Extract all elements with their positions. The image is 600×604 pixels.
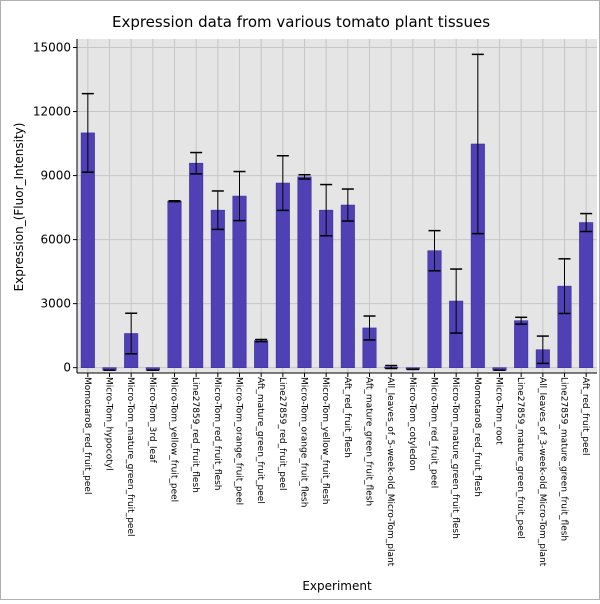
x-axis-label: Experiment <box>302 579 372 593</box>
x-tick-label: Micro-Tom_red_fruit_peel <box>429 377 439 488</box>
y-axis-ticks: 0 3000 6000 9000 12000 15000 <box>33 41 77 375</box>
x-tick-label: Micro-Tom_mature_green_fruit_flesh <box>450 377 460 539</box>
x-tick-label: Momotaro8_red_fruit_flesh <box>472 377 482 497</box>
x-tick-label: Line27859_mature_green_fruit_peel <box>515 377 525 539</box>
x-tick-label: Line27859_red_fruit_flesh <box>190 377 200 493</box>
bar <box>254 340 269 368</box>
chart-title: Expression data from various tomato plan… <box>112 13 490 31</box>
y-tick-label: 12000 <box>33 105 71 119</box>
bar <box>189 162 204 368</box>
error-bars <box>81 53 593 371</box>
y-tick-label: 6000 <box>40 233 71 247</box>
y-tick-label: 3000 <box>40 297 71 311</box>
x-tick-label: Aft_mature_green_fruit_flesh <box>364 377 374 506</box>
x-tick-label: Aft_mature_green_fruit_peel <box>255 377 265 504</box>
bar <box>340 204 355 368</box>
plot-area <box>77 39 597 373</box>
x-tick-label: Aft_red_fruit_flesh <box>342 377 352 458</box>
x-tick-label: Momotaro8_red_fruit_peel <box>82 377 92 494</box>
x-tick-label: Line27859_red_fruit_peel <box>277 377 287 491</box>
x-tick-label: Micro-Tom_root <box>494 377 504 445</box>
x-tick-label: Line27859_mature_green_fruit_flesh <box>559 377 569 541</box>
y-tick-label: 15000 <box>33 41 71 55</box>
y-tick-label: 0 <box>63 361 71 375</box>
x-tick-label: Micro-Tom_3rd_leaf <box>147 377 157 464</box>
x-tick-label: Aft_red_fruit_peel <box>580 377 590 456</box>
y-axis-label: Expression_(Fluor_Intensity) <box>12 123 26 292</box>
x-tick-label: Micro-Tom_red_fruit_flesh <box>212 377 222 491</box>
y-tick-label: 9000 <box>40 169 71 183</box>
bar <box>232 195 247 368</box>
x-tick-label: Micro-Tom_hypocotyl <box>104 377 114 471</box>
x-tick-label: Micro-Tom_orange_fruit_peel <box>234 377 244 505</box>
x-tick-label: All_leaves_of_3-week-old_Micro-Tom_plant <box>537 377 547 567</box>
bar <box>210 209 225 368</box>
bar <box>514 320 529 368</box>
x-tick-label: Micro-Tom_cotyledon <box>407 377 417 471</box>
bar <box>579 222 594 368</box>
x-tick-label: Micro-Tom_yellow_fruit_flesh <box>320 377 330 505</box>
bar <box>167 200 182 368</box>
x-tick-label: Micro-Tom_orange_fruit_flesh <box>299 377 309 507</box>
x-tick-label: Micro-Tom_mature_green_fruit_peel <box>125 377 135 537</box>
x-tick-label: Micro-Tom_yellow_fruit_peel <box>169 377 179 502</box>
bar <box>297 176 312 368</box>
x-tick-label: All_leaves_of_5-week-old_Micro-Tom_plant <box>385 377 395 567</box>
x-axis-ticks: Momotaro8_red_fruit_peel Micro-Tom_hypoco… <box>82 373 590 567</box>
